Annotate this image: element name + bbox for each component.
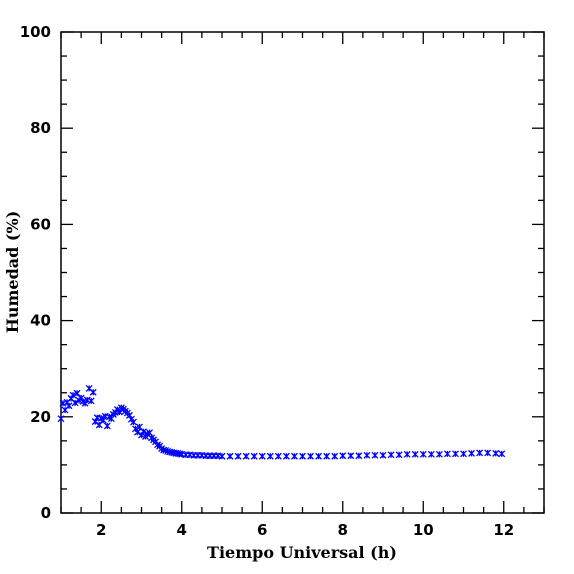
data-point: [307, 452, 315, 460]
data-point: [435, 450, 443, 458]
data-point: [290, 452, 298, 460]
data-point: [57, 415, 65, 423]
data-point: [266, 452, 274, 460]
data-point: [468, 449, 476, 457]
data-point: [89, 388, 97, 396]
data-point: [83, 396, 91, 404]
data-point: [282, 452, 290, 460]
data-point: [492, 449, 500, 457]
y-tick-label: 20: [30, 408, 51, 426]
data-point: [65, 402, 73, 410]
data-point: [274, 452, 282, 460]
y-tick-label: 0: [41, 504, 51, 522]
data-point: [355, 452, 363, 460]
data-point: [395, 451, 403, 459]
data-point: [134, 428, 141, 436]
data-point: [250, 452, 258, 460]
data-point: [129, 418, 137, 426]
x-tick-label: 4: [177, 521, 187, 539]
data-point: [484, 449, 492, 457]
data-point: [379, 451, 387, 459]
data-point: [87, 397, 95, 405]
data-point: [146, 429, 154, 437]
data-point: [498, 450, 506, 458]
x-tick-label: 12: [493, 521, 514, 539]
data-point: [71, 399, 79, 407]
data-point: [460, 450, 467, 458]
x-tick-label: 2: [96, 521, 106, 539]
data-point: [347, 452, 355, 460]
y-tick-label: 100: [20, 23, 51, 41]
plot-frame: [60, 31, 545, 514]
y-tick-label: 60: [30, 215, 51, 233]
axis-ticks: [60, 31, 545, 514]
x-tick-label: 6: [257, 521, 267, 539]
data-point: [411, 450, 419, 458]
data-point: [476, 449, 484, 457]
data-point: [103, 422, 111, 430]
data-point: [59, 399, 67, 407]
y-tick-label: 80: [30, 119, 51, 137]
data-point: [387, 451, 395, 459]
x-tick-label: 10: [413, 521, 434, 539]
data-point: [331, 452, 339, 460]
data-point: [451, 450, 459, 458]
y-axis-label: Humedad (%): [3, 211, 22, 334]
y-tick-label: 40: [30, 312, 51, 330]
data-point: [299, 452, 306, 460]
data-point: [371, 451, 379, 459]
data-point: [315, 452, 323, 460]
x-axis-label: Tiempo Universal (h): [207, 543, 397, 562]
data-point: [226, 452, 234, 460]
data-point: [427, 450, 435, 458]
data-point: [339, 452, 347, 460]
x-tick-label: 8: [338, 521, 348, 539]
data-point: [443, 450, 451, 458]
data-point: [363, 451, 371, 459]
data-point: [258, 452, 266, 460]
data-point: [218, 452, 226, 460]
data-points: [57, 384, 506, 460]
data-point: [323, 452, 331, 460]
data-point: [234, 452, 242, 460]
data-point: [403, 450, 411, 458]
tick-labels: 2 4 6 8 10 12 0 20 40 60 80 100: [20, 23, 515, 539]
data-point: [419, 450, 427, 458]
data-point: [69, 391, 77, 399]
data-point: [242, 452, 250, 460]
